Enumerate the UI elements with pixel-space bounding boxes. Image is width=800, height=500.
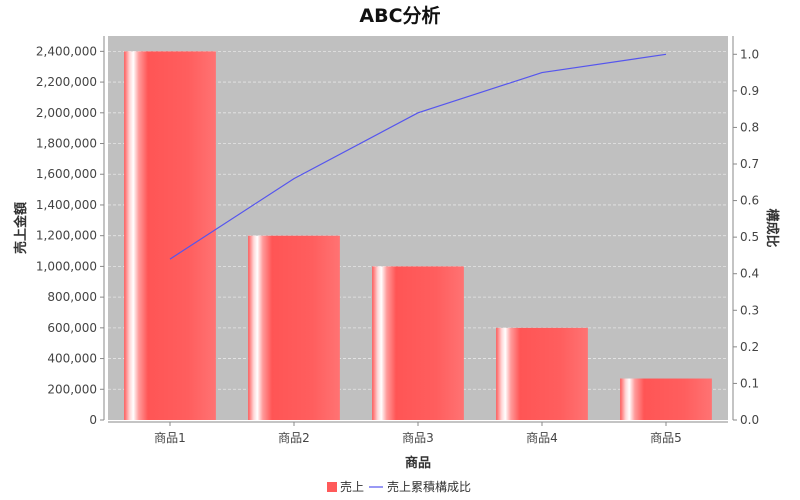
chart-title: ABC分析	[359, 4, 440, 27]
x-axis-title: 商品	[405, 455, 431, 471]
y2-tick-label: 0.6	[740, 194, 759, 208]
x-tick-label: 商品2	[278, 430, 310, 445]
x-axis-ticks: 商品1 商品2 商品3 商品4 商品5	[154, 422, 682, 445]
y-axis-title: 売上金額	[13, 202, 29, 254]
bar-4	[496, 327, 588, 420]
legend-bar-swatch	[327, 482, 337, 492]
y-tick-label: 1,800,000	[36, 137, 97, 151]
y2-tick-label: 0.4	[740, 267, 759, 281]
x-tick-label: 商品1	[154, 430, 186, 445]
x-tick-label: 商品4	[526, 430, 558, 445]
x-tick-label: 商品5	[650, 430, 682, 445]
y-tick-label: 1,000,000	[36, 259, 97, 273]
y2-tick-label: 0.2	[740, 340, 759, 354]
y2-tick-label: 0.0	[740, 413, 759, 427]
legend-line-label: 売上累積構成比	[387, 479, 471, 494]
bar-1	[124, 51, 216, 421]
bar-3	[372, 266, 464, 420]
bar-2	[248, 235, 340, 420]
y2-axis-title: 構成比	[764, 208, 780, 247]
y-tick-label: 2,400,000	[36, 44, 97, 58]
y2-tick-label: 0.5	[740, 230, 759, 244]
y-axis-ticks: 0 200,000 400,000 600,000 800,000 1,000,000 1,…	[36, 44, 104, 427]
y-tick-label: 1,200,000	[36, 229, 97, 243]
y2-tick-label: 0.1	[740, 376, 759, 390]
x-tick-label: 商品3	[402, 430, 434, 445]
y-tick-label: 800,000	[47, 290, 97, 304]
y-tick-label: 400,000	[47, 352, 97, 366]
cumulative-line	[169, 53, 667, 260]
y2-axis-ticks: 0.0 0.1 0.2 0.3 0.4 0.5 0.6 0.7 0.8 0.9 1.0	[733, 47, 759, 427]
y-tick-label: 2,200,000	[36, 75, 97, 89]
y2-tick-label: 0.7	[740, 157, 759, 171]
y-tick-label: 600,000	[47, 321, 97, 335]
y2-tick-label: 0.9	[740, 84, 759, 98]
y2-tick-label: 0.8	[740, 120, 759, 134]
legend-bar-label: 売上	[340, 479, 364, 494]
y-tick-label: 1,600,000	[36, 167, 97, 181]
y-tick-label: 1,400,000	[36, 198, 97, 212]
y-tick-label: 0	[89, 413, 97, 427]
legend: 売上 売上累積構成比	[327, 479, 471, 494]
bar-5	[620, 378, 712, 420]
y-tick-label: 200,000	[47, 382, 97, 396]
bars	[124, 51, 712, 421]
y2-tick-label: 1.0	[740, 47, 759, 61]
cumulative-ratio-line	[169, 53, 667, 260]
y-tick-label: 2,000,000	[36, 106, 97, 120]
y2-tick-label: 0.3	[740, 303, 759, 317]
